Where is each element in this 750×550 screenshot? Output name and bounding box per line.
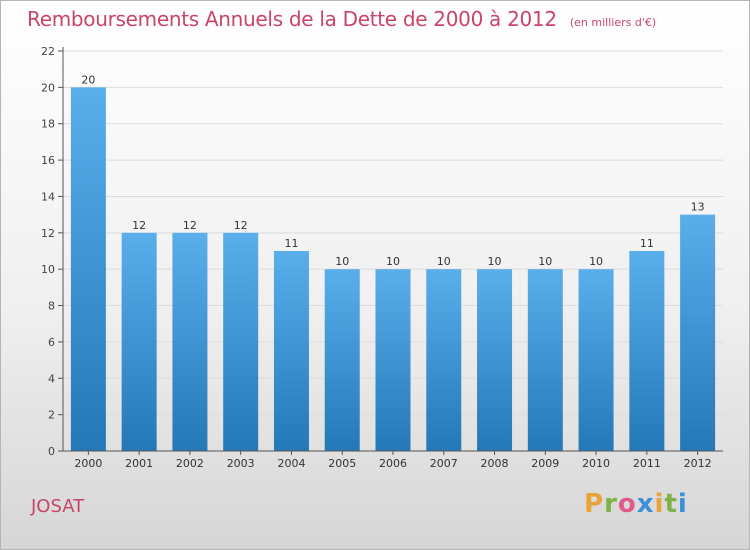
y-tick-label: 4 — [48, 372, 55, 385]
y-tick-label: 2 — [48, 409, 55, 422]
bar — [477, 269, 513, 451]
bars — [70, 87, 716, 451]
bar — [223, 232, 259, 451]
title-row: Remboursements Annuels de la Dette de 20… — [27, 7, 656, 31]
data-label: 12 — [132, 219, 146, 232]
x-tick-label: 2009 — [531, 457, 559, 470]
proxiti-logo[interactable]: Proxiti — [584, 489, 688, 519]
bar — [375, 269, 411, 451]
y-tick-label: 22 — [41, 45, 55, 58]
bar — [527, 269, 563, 451]
data-label: 10 — [488, 255, 502, 268]
x-tick-label: 2008 — [481, 457, 509, 470]
logo-letter: i — [677, 489, 688, 519]
bar — [121, 232, 157, 451]
logo-letter: r — [604, 489, 618, 519]
chart-subtitle: (en milliers d'€) — [569, 16, 657, 29]
y-tick-label: 0 — [48, 445, 55, 458]
commune-name: JOSAT — [31, 496, 85, 517]
x-tick-label: 2000 — [74, 457, 102, 470]
x-tick-label: 2012 — [684, 457, 712, 470]
y-tick-label: 14 — [41, 190, 55, 203]
chart-title: Remboursements Annuels de la Dette de 20… — [27, 7, 557, 31]
data-label: 10 — [589, 255, 603, 268]
x-tick-label: 2001 — [125, 457, 153, 470]
y-tick-label: 8 — [48, 300, 55, 313]
logo-letter: o — [617, 489, 637, 519]
data-label: 13 — [691, 201, 705, 214]
data-label: 11 — [284, 237, 298, 250]
logo-letter: x — [636, 489, 655, 519]
data-label: 10 — [538, 255, 552, 268]
data-label: 10 — [386, 255, 400, 268]
labels: 0 2 4 6 8 10 12 14 16 18 20 22 20 2000 12 2001 12 2002 12 2… — [41, 45, 712, 470]
bar — [70, 87, 106, 451]
y-tick-label: 16 — [41, 154, 55, 167]
axes — [58, 47, 723, 455]
data-label: 10 — [335, 255, 349, 268]
x-tick-label: 2007 — [430, 457, 458, 470]
logo-letter: t — [664, 489, 678, 519]
bar — [324, 269, 360, 451]
x-tick-label: 2002 — [176, 457, 204, 470]
y-tick-label: 6 — [48, 336, 55, 349]
x-tick-label: 2010 — [582, 457, 610, 470]
bar — [273, 251, 309, 451]
bar — [578, 269, 614, 451]
x-tick-label: 2011 — [633, 457, 661, 470]
bar — [680, 214, 716, 451]
x-tick-label: 2003 — [227, 457, 255, 470]
bar — [426, 269, 462, 451]
data-label: 12 — [183, 219, 197, 232]
data-label: 20 — [81, 73, 95, 86]
bar — [629, 251, 665, 451]
y-tick-label: 10 — [41, 263, 55, 276]
y-tick-label: 18 — [41, 118, 55, 131]
y-tick-label: 12 — [41, 227, 55, 240]
logo-letter: P — [584, 489, 605, 519]
data-label: 11 — [640, 237, 654, 250]
data-label: 12 — [234, 219, 248, 232]
data-label: 10 — [437, 255, 451, 268]
x-tick-label: 2004 — [277, 457, 305, 470]
y-tick-label: 20 — [41, 81, 55, 94]
logo-letter: i — [654, 489, 665, 519]
x-tick-label: 2005 — [328, 457, 356, 470]
x-tick-label: 2006 — [379, 457, 407, 470]
bar — [172, 232, 208, 451]
